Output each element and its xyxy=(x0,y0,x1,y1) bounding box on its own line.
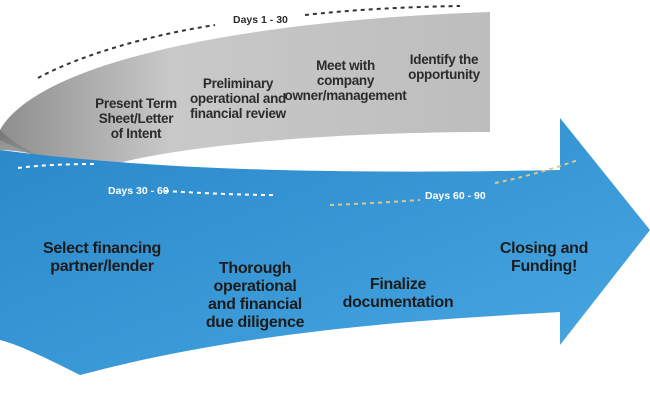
phase-label-days-60-90: Days 60 - 90 xyxy=(425,190,486,202)
step-term-sheet: Present Term Sheet/Letter of Intent xyxy=(95,96,177,142)
step-closing-funding: Closing and Funding! xyxy=(499,240,589,275)
top-dashes-left xyxy=(37,24,216,79)
grey-band-shadow xyxy=(0,130,95,172)
right-dashes-left xyxy=(329,199,421,206)
step-due-diligence: Thorough operational and financial due d… xyxy=(205,260,305,331)
phase-label-days-30-60: Days 30 - 60 xyxy=(108,185,169,197)
step-meet-owner: Meet with company owner/management xyxy=(284,58,407,104)
middle-dashes-right xyxy=(164,190,276,196)
grey-band xyxy=(0,12,490,170)
step-preliminary-review: Preliminary operational and financial re… xyxy=(189,76,286,122)
phase-label-days-1-30: Days 1 - 30 xyxy=(233,14,288,26)
step-identify-opportunity: Identify the opportunity xyxy=(408,52,480,83)
step-finalize-documentation: Finalize documentation xyxy=(342,276,454,311)
right-dashes-right xyxy=(494,159,579,184)
step-select-financing: Select financing partner/lender xyxy=(43,240,161,275)
top-dashes-right xyxy=(304,5,461,16)
blue-band xyxy=(0,118,650,375)
